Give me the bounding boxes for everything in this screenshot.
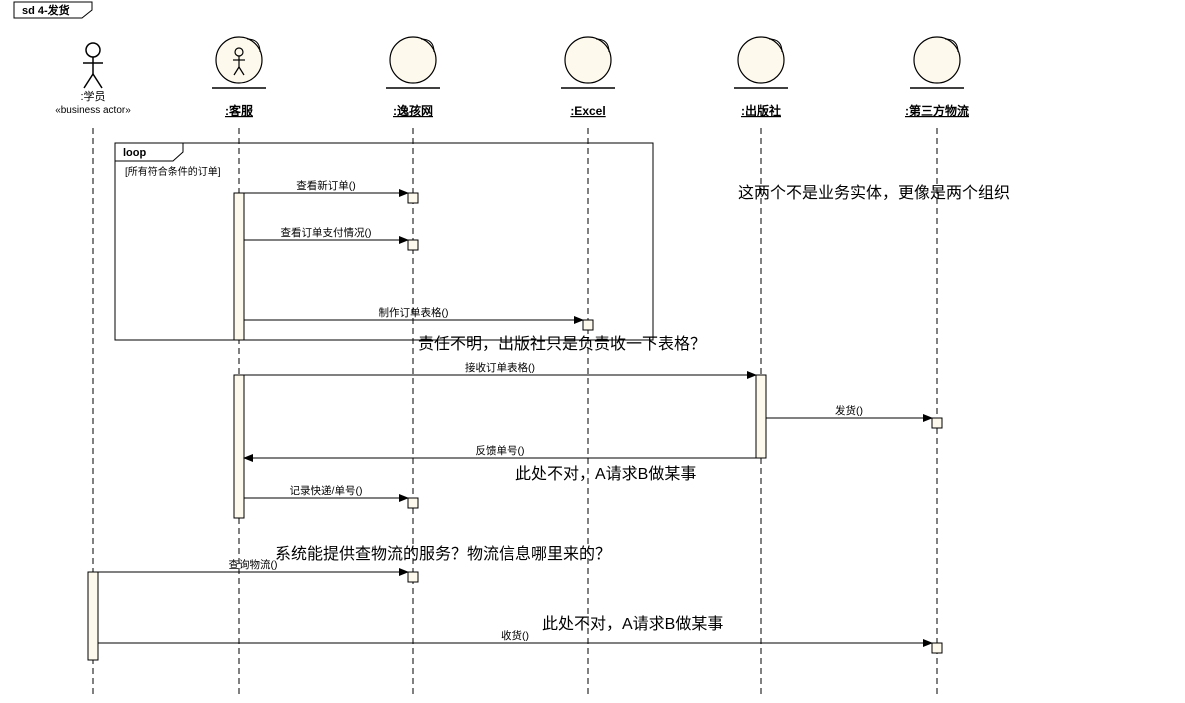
svg-text:查询物流(): 查询物流() bbox=[229, 558, 278, 571]
activation bbox=[932, 643, 942, 653]
svg-text:sd 4-发货: sd 4-发货 bbox=[22, 3, 70, 17]
annotation-4: 此处不对，A请求B做某事 bbox=[542, 610, 723, 634]
diagram-title-tab: sd 4-发货 bbox=[14, 2, 92, 18]
actor-2: :逸孩网 bbox=[386, 37, 440, 695]
annotation-3: 系统能提供查物流的服务？物流信息哪里来的？ bbox=[275, 540, 611, 564]
svg-text::客服: :客服 bbox=[225, 103, 254, 118]
actor-5: :第三方物流 bbox=[905, 37, 969, 695]
message-8: 收货() bbox=[98, 629, 932, 643]
svg-text:反馈单号(): 反馈单号() bbox=[476, 444, 525, 457]
annotation-1: 责任不明，出版社只是负责收一下表格？ bbox=[418, 330, 706, 354]
svg-text::第三方物流: :第三方物流 bbox=[905, 103, 969, 118]
activation bbox=[88, 572, 98, 660]
message-0: 查看新订单() bbox=[244, 179, 408, 193]
svg-text::Excel: :Excel bbox=[570, 104, 605, 118]
svg-text:收货(): 收货() bbox=[501, 629, 529, 642]
activation bbox=[408, 240, 418, 250]
svg-text:记录快递/单号(): 记录快递/单号() bbox=[290, 484, 363, 497]
svg-text:接收订单表格(): 接收订单表格() bbox=[465, 361, 535, 374]
svg-text::出版社: :出版社 bbox=[741, 103, 781, 118]
message-4: 发货() bbox=[766, 404, 932, 418]
activation bbox=[756, 375, 766, 458]
activation bbox=[234, 375, 244, 518]
actor-1: :客服 bbox=[212, 37, 266, 695]
activation bbox=[408, 193, 418, 203]
activation bbox=[583, 320, 593, 330]
actor-4: :出版社 bbox=[734, 37, 788, 695]
message-6: 记录快递/单号() bbox=[244, 484, 408, 498]
svg-text::学员: :学员 bbox=[80, 89, 105, 103]
annotation-0: 这两个不是业务实体，更像是两个组织 bbox=[738, 179, 1010, 203]
activation bbox=[932, 418, 942, 428]
svg-text:[所有符合条件的订单]: [所有符合条件的订单] bbox=[125, 165, 221, 178]
svg-text:查看订单支付情况(): 查看订单支付情况() bbox=[281, 226, 372, 239]
activation bbox=[234, 193, 244, 340]
annotation-2: 此处不对，A请求B做某事 bbox=[515, 460, 696, 484]
svg-text::逸孩网: :逸孩网 bbox=[393, 103, 433, 118]
message-2: 制作订单表格() bbox=[244, 306, 583, 320]
svg-text:发货(): 发货() bbox=[835, 404, 863, 417]
message-5: 反馈单号() bbox=[244, 444, 756, 458]
svg-text:loop: loop bbox=[123, 147, 146, 159]
message-3: 接收订单表格() bbox=[244, 361, 756, 375]
activation bbox=[408, 498, 418, 508]
svg-text:«business actor»: «business actor» bbox=[55, 105, 131, 116]
svg-text:查看新订单(): 查看新订单() bbox=[296, 179, 356, 192]
svg-text:制作订单表格(): 制作订单表格() bbox=[379, 306, 449, 319]
activation bbox=[408, 572, 418, 582]
actor-3: :Excel bbox=[561, 37, 615, 695]
message-1: 查看订单支付情况() bbox=[244, 226, 408, 240]
